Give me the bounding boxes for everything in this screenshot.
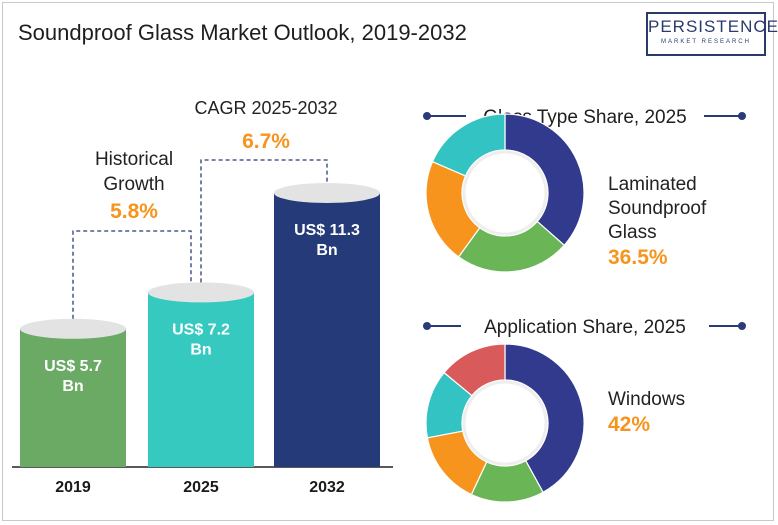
bar-cap-2032 bbox=[274, 183, 380, 203]
header-rule-dot bbox=[423, 322, 431, 330]
bar-value-label: US$ 11.3 bbox=[294, 222, 360, 239]
header-rule-dot bbox=[738, 322, 746, 330]
donut-slice-4 bbox=[443, 343, 506, 397]
glass-type-highlight-label: Laminated bbox=[608, 174, 697, 195]
header-rule-dot bbox=[423, 112, 431, 120]
logo-sub-text: MARKET RESEARCH bbox=[661, 39, 751, 45]
x-tick-label: 2019 bbox=[55, 479, 91, 496]
historical-label: Growth bbox=[103, 174, 164, 195]
application-highlight-label: Windows bbox=[608, 389, 685, 410]
glass-type-highlight-label: Soundproof bbox=[608, 198, 707, 219]
bar-2019 bbox=[20, 328, 126, 467]
historical-value: 5.8% bbox=[110, 200, 158, 223]
bar-chart: US$ 5.7 Bn 2019 US$ 7.2 Bn 2025 US$ 11.3 Bn 2032 bbox=[12, 183, 393, 496]
donut-hole bbox=[462, 150, 548, 236]
glass-type-donut: Glass Type Share, 2025LaminatedSoundproo… bbox=[423, 102, 746, 273]
growth-annotations: Historical Growth 5.8% CAGR 2025-2032 6.7% bbox=[72, 98, 338, 319]
historical-connector bbox=[72, 230, 192, 319]
cagr-label: CAGR 2025-2032 bbox=[194, 98, 337, 118]
glass-type-highlight-value: 36.5% bbox=[608, 246, 668, 269]
application-donut: Application Share, 2025 Windows 42% bbox=[423, 312, 746, 503]
application-highlight-value: 42% bbox=[608, 413, 650, 436]
chart-title: Soundproof Glass Market Outlook, 2019-20… bbox=[18, 20, 467, 45]
donut-slice-3 bbox=[431, 113, 506, 177]
donut-slice-0 bbox=[504, 343, 585, 494]
donut-slice-0 bbox=[504, 113, 585, 247]
bar-unit-label: Bn bbox=[190, 341, 211, 358]
cagr-connector bbox=[200, 159, 328, 283]
bar-value-label: US$ 5.7 bbox=[44, 358, 102, 375]
bar-cap-2019 bbox=[20, 318, 126, 339]
bar-value-label: US$ 7.2 bbox=[172, 321, 230, 338]
glass-type-highlight-label: Glass bbox=[608, 222, 657, 243]
persistence-logo: PERSISTENCE MARKET RESEARCH bbox=[646, 12, 778, 56]
bar-2032 bbox=[274, 193, 380, 467]
header-bg bbox=[461, 312, 709, 340]
x-tick-label: 2025 bbox=[183, 479, 219, 496]
logo-main-text: PERSISTENCE bbox=[648, 17, 778, 36]
header-rule-dot bbox=[738, 112, 746, 120]
bar-2025 bbox=[148, 292, 254, 467]
bar-unit-label: Bn bbox=[62, 378, 83, 395]
donut-title: Application Share, 2025 bbox=[484, 317, 686, 338]
bar-cap-2025 bbox=[148, 282, 254, 303]
donut-hole bbox=[462, 380, 548, 466]
cagr-value: 6.7% bbox=[242, 130, 290, 153]
bar-unit-label: Bn bbox=[316, 242, 337, 259]
x-tick-label: 2032 bbox=[309, 479, 345, 496]
historical-label: Historical bbox=[95, 149, 173, 170]
